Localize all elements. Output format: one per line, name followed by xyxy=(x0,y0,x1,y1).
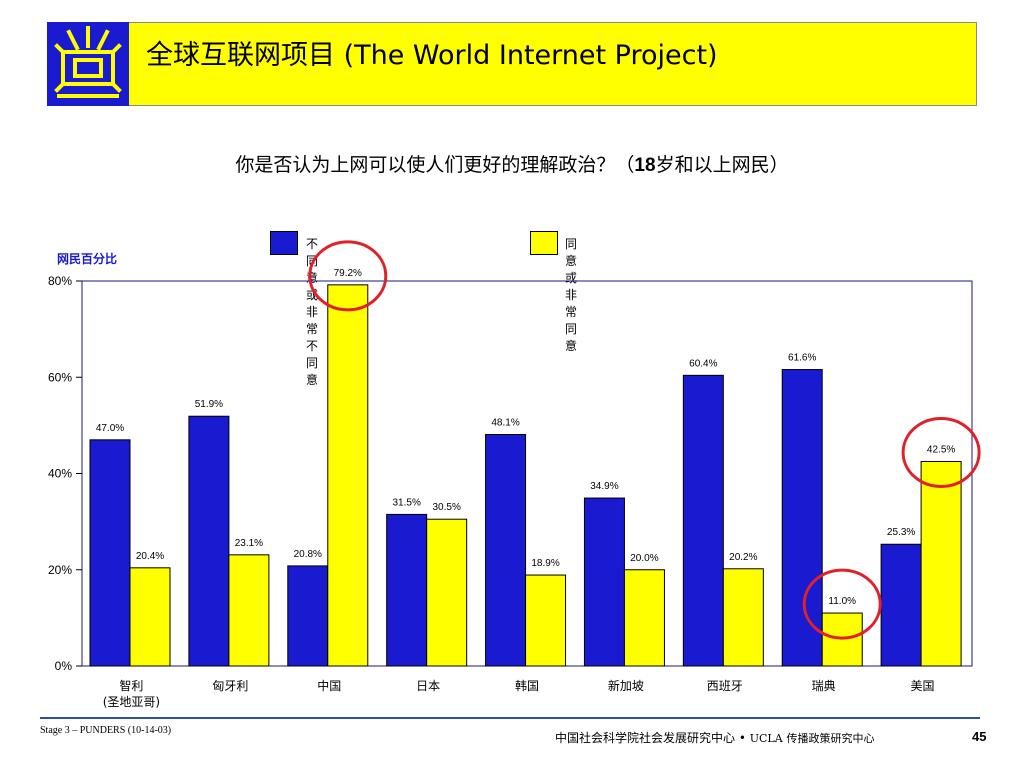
category-label: 匈牙利 xyxy=(212,679,248,693)
question-prefix: 你是否认为上网可以使人们更好的理解政治？（ xyxy=(235,154,635,176)
bar-disagree xyxy=(781,369,823,667)
highlight-circle xyxy=(802,568,882,640)
bar-disagree xyxy=(188,415,230,667)
bar-disagree xyxy=(583,497,625,667)
footer-divider xyxy=(40,717,980,719)
category-label: 日本 xyxy=(416,679,440,693)
data-label: 20.4% xyxy=(136,551,164,562)
y-tick-label: 0% xyxy=(55,659,73,673)
header-banner xyxy=(47,22,977,106)
category-label: 韩国 xyxy=(515,678,539,693)
bar-disagree xyxy=(287,565,329,667)
data-label: 42.5% xyxy=(927,444,955,455)
category-label: 西班牙 xyxy=(707,679,743,693)
question-suffix: 岁和以上网民） xyxy=(655,154,789,176)
bar-agree xyxy=(623,569,665,667)
legend-label-agree: 同意或非常同意 xyxy=(565,237,578,353)
data-label: 23.1% xyxy=(235,538,263,549)
data-label: 48.1% xyxy=(491,418,519,429)
data-label: 20.8% xyxy=(294,549,322,560)
category-label: 中国 xyxy=(317,678,341,693)
bar-disagree xyxy=(485,434,527,667)
category-label: 智利 xyxy=(119,678,143,693)
page-title: 全球互联网项目 (The World Internet Project) xyxy=(146,40,718,71)
data-label: 25.3% xyxy=(887,527,915,538)
bar-agree xyxy=(821,612,863,667)
category-label: 美国 xyxy=(911,679,935,693)
category-label: 新加坡 xyxy=(608,678,644,693)
legend-swatch-agree xyxy=(530,231,558,255)
footer-org-small: 传播政策研究中心 xyxy=(786,732,875,745)
bar-disagree xyxy=(89,439,131,667)
category-label: (圣地亚哥) xyxy=(103,695,160,709)
logo-icon xyxy=(54,26,122,98)
category-label: 瑞典 xyxy=(812,679,836,693)
question-bold: 18 xyxy=(634,155,656,176)
data-label: 11.0% xyxy=(828,596,856,607)
data-label: 30.5% xyxy=(432,502,460,513)
data-label: 51.9% xyxy=(195,399,223,410)
y-tick-label: 60% xyxy=(48,370,72,384)
y-tick-label: 80% xyxy=(48,274,72,288)
bar-agree xyxy=(228,554,270,667)
data-label: 18.9% xyxy=(531,558,559,569)
y-axis-label: 网民百分比 xyxy=(57,252,118,266)
bar-agree xyxy=(327,284,369,667)
bar-disagree xyxy=(880,543,922,667)
data-label: 34.9% xyxy=(590,481,618,492)
data-label: 60.4% xyxy=(689,358,717,369)
footer-stage: Stage 3 – PUNDERS (10-14-03) xyxy=(40,725,172,736)
data-label: 47.0% xyxy=(96,423,124,434)
bar-agree xyxy=(525,574,567,667)
footer-organization: 中国社会科学院社会发展研究中心 • UCLA 传播政策研究中心 xyxy=(555,729,875,746)
highlight-circle xyxy=(901,416,981,488)
logo xyxy=(47,22,129,106)
footer-org-main: 中国社会科学院社会发展研究中心 • xyxy=(555,731,746,745)
bar-agree xyxy=(129,567,171,667)
y-tick-label: 20% xyxy=(48,563,72,577)
bar-agree xyxy=(426,518,468,667)
y-tick-label: 40% xyxy=(48,467,72,481)
bar-agree xyxy=(920,460,962,667)
data-label: 31.5% xyxy=(392,497,420,508)
data-label: 61.6% xyxy=(788,353,816,364)
data-label: 20.0% xyxy=(630,553,658,564)
data-label: 79.2% xyxy=(334,268,362,279)
bar-agree xyxy=(722,568,764,667)
bar-disagree xyxy=(682,374,724,667)
highlight-circle xyxy=(308,240,388,312)
bar-disagree xyxy=(386,513,428,667)
footer-org-ucla: UCLA xyxy=(749,732,783,745)
legend-swatch-disagree xyxy=(270,231,298,255)
page-number: 45 xyxy=(972,729,987,744)
data-label: 20.2% xyxy=(729,552,757,563)
chart-question: 你是否认为上网可以使人们更好的理解政治？（18岁和以上网民） xyxy=(0,150,1024,177)
